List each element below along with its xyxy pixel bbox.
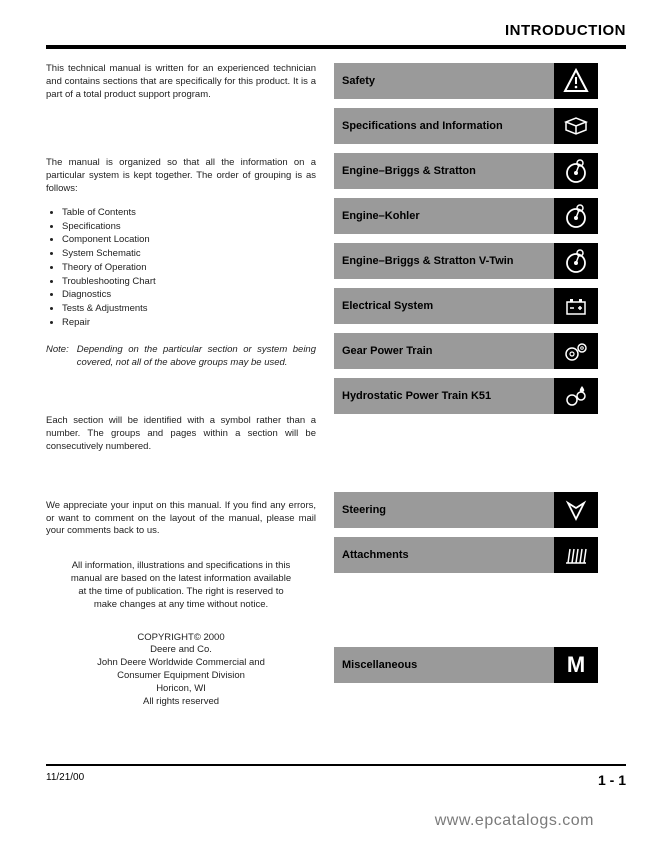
list-item: System Schematic — [62, 247, 316, 261]
gauge-icon — [562, 157, 590, 185]
copyright-line: All rights reserved — [46, 696, 316, 709]
list-item: Tests & Adjustments — [62, 302, 316, 316]
note-block: Note: Depending on the particular sectio… — [46, 344, 316, 370]
gears-icon — [562, 337, 590, 365]
section-label: Electrical System — [334, 288, 554, 324]
section-label: Safety — [334, 63, 554, 99]
list-item: Repair — [62, 316, 316, 330]
section-icon-box — [554, 537, 598, 573]
footer-date: 11/21/00 — [46, 772, 84, 788]
warning-icon — [562, 67, 590, 95]
intro-paragraph-2: The manual is organized so that all the … — [46, 157, 316, 195]
section-icon-box — [554, 153, 598, 189]
list-item: Specifications — [62, 220, 316, 234]
section-tab[interactable]: Safety — [334, 63, 598, 99]
intro-paragraph-4: We appreciate your input on this manual.… — [46, 500, 316, 538]
section-icon-box — [554, 243, 598, 279]
section-tab[interactable]: Attachments — [334, 537, 598, 573]
copyright-block: COPYRIGHT© 2000 Deere and Co. John Deere… — [46, 632, 316, 709]
section-label: Engine–Kohler — [334, 198, 554, 234]
section-tab[interactable]: Engine–Briggs & Stratton — [334, 153, 598, 189]
section-tab[interactable]: Miscellaneous M — [334, 647, 598, 683]
note-label: Note: — [46, 344, 69, 370]
section-icon-box — [554, 108, 598, 144]
section-tab[interactable]: Steering — [334, 492, 598, 528]
list-item: Component Location — [62, 233, 316, 247]
disclaimer-block: All information, illustrations and speci… — [46, 560, 316, 611]
steer-icon — [562, 496, 590, 524]
section-icon-box — [554, 492, 598, 528]
gauge-icon — [562, 247, 590, 275]
section-icon-box — [554, 288, 598, 324]
section-icon-box — [554, 63, 598, 99]
list-item: Table of Contents — [62, 206, 316, 220]
section-icon-box — [554, 333, 598, 369]
left-column: This technical manual is written for an … — [46, 63, 316, 708]
section-label: Hydrostatic Power Train K51 — [334, 378, 554, 414]
section-label: Miscellaneous — [334, 647, 554, 683]
watermark: www.epcatalogs.com — [435, 812, 594, 830]
copyright-line: John Deere Worldwide Commercial and — [46, 657, 316, 670]
hydro-icon — [562, 382, 590, 410]
section-tab[interactable]: Electrical System — [334, 288, 598, 324]
right-column: Safety Specifications and Information Engi… — [334, 63, 598, 708]
copyright-line: Horicon, WI — [46, 683, 316, 696]
section-icon-box — [554, 198, 598, 234]
section-tab[interactable]: Hydrostatic Power Train K51 — [334, 378, 598, 414]
list-item: Diagnostics — [62, 288, 316, 302]
section-label: Attachments — [334, 537, 554, 573]
section-label: Engine–Briggs & Stratton — [334, 153, 554, 189]
letter-m-icon: M — [567, 652, 585, 678]
list-item: Troubleshooting Chart — [62, 275, 316, 289]
section-label: Gear Power Train — [334, 333, 554, 369]
copyright-line: Deere and Co. — [46, 644, 316, 657]
page-footer: 11/21/00 1 - 1 — [0, 764, 654, 788]
section-icon-box: M — [554, 647, 598, 683]
list-item: Theory of Operation — [62, 261, 316, 275]
section-label: Engine–Briggs & Stratton V-Twin — [334, 243, 554, 279]
battery-icon — [562, 292, 590, 320]
attach-icon — [562, 541, 590, 569]
section-gap — [334, 423, 598, 483]
grouping-list: Table of ContentsSpecificationsComponent… — [62, 206, 316, 330]
page-header: INTRODUCTION — [46, 22, 626, 39]
section-tab[interactable]: Engine–Briggs & Stratton V-Twin — [334, 243, 598, 279]
section-gap — [334, 582, 598, 638]
page-number: 1 - 1 — [598, 772, 626, 788]
footer-rule — [46, 764, 626, 766]
book-icon — [562, 112, 590, 140]
header-rule — [46, 45, 626, 49]
gauge-icon — [562, 202, 590, 230]
intro-paragraph-1: This technical manual is written for an … — [46, 63, 316, 101]
section-label: Specifications and Information — [334, 108, 554, 144]
section-tab[interactable]: Gear Power Train — [334, 333, 598, 369]
copyright-line: Consumer Equipment Division — [46, 670, 316, 683]
section-tab[interactable]: Specifications and Information — [334, 108, 598, 144]
section-icon-box — [554, 378, 598, 414]
intro-paragraph-3: Each section will be identified with a s… — [46, 415, 316, 453]
section-tab[interactable]: Engine–Kohler — [334, 198, 598, 234]
section-label: Steering — [334, 492, 554, 528]
note-body: Depending on the particular section or s… — [77, 344, 316, 370]
copyright-line: COPYRIGHT© 2000 — [46, 632, 316, 645]
